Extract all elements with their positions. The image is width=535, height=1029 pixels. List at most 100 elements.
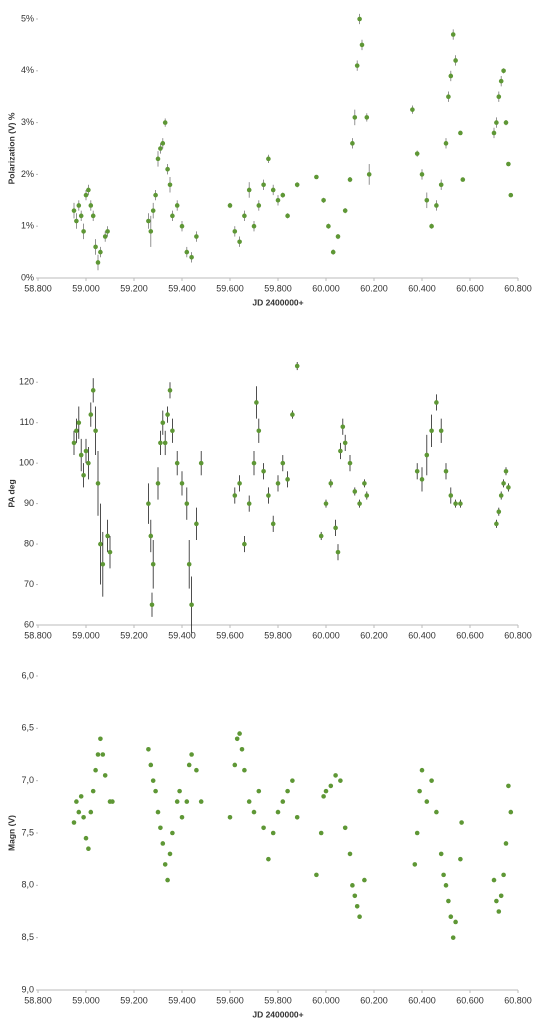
data-point [270, 187, 276, 193]
data-point [150, 562, 156, 567]
data-point [83, 448, 89, 454]
data-point [74, 799, 79, 804]
data-point [458, 856, 463, 862]
data-point [270, 830, 276, 836]
data-point [160, 141, 166, 146]
data-point [165, 877, 170, 883]
data-point [189, 752, 194, 757]
data-point [186, 562, 192, 567]
data-point [232, 762, 238, 768]
y-tick-label: 6,0 [21, 670, 34, 680]
data-point [350, 883, 355, 888]
data-point [76, 420, 82, 425]
data-point [328, 783, 334, 789]
x-tick-label: 59.800 [264, 995, 292, 1005]
data-point [155, 809, 161, 815]
data-point [414, 151, 420, 156]
data-point [506, 485, 511, 490]
data-point [459, 820, 464, 825]
data-point [321, 794, 326, 799]
y-tick-label: 80 [24, 538, 34, 548]
data-point [458, 501, 463, 506]
data-point [95, 481, 101, 486]
data-point [189, 254, 194, 260]
data-point [98, 736, 103, 742]
data-point [318, 830, 324, 836]
data-point [242, 541, 247, 547]
data-point [153, 788, 158, 794]
data-point [364, 115, 370, 120]
x-tick-label: 60.800 [504, 283, 532, 293]
data-point [491, 877, 497, 883]
data-point [76, 809, 82, 815]
data-point [86, 187, 91, 193]
data-point [448, 493, 454, 498]
data-point [352, 115, 358, 120]
data-point [179, 481, 185, 486]
y-tick-label: 8,0 [21, 880, 34, 890]
data-point [95, 752, 101, 757]
data-point [498, 78, 504, 84]
data-point [184, 501, 190, 506]
x-axis-title: JD 2400000+ [252, 297, 303, 307]
data-point [275, 809, 281, 815]
data-point [165, 166, 170, 172]
data-point [503, 841, 509, 846]
data-point [450, 32, 456, 37]
x-tick-label: 59.600 [216, 283, 244, 293]
data-point [74, 218, 79, 224]
data-point [417, 788, 422, 794]
data-point [78, 794, 84, 799]
x-tick-label: 59.800 [264, 283, 292, 293]
data-point [198, 460, 204, 466]
x-tick-label: 59.600 [216, 630, 244, 640]
data-point [294, 182, 300, 188]
y-tick-label: 90 [24, 498, 34, 508]
data-point [146, 746, 151, 752]
data-point [438, 182, 444, 188]
data-point [448, 914, 454, 920]
x-axis-title: JD 2400000+ [252, 1009, 303, 1019]
y-tick-label: 3% [21, 117, 34, 127]
data-point [347, 851, 353, 857]
data-point [90, 213, 96, 219]
data-point [318, 533, 324, 539]
data-point [443, 141, 449, 146]
data-point [174, 203, 180, 208]
data-point [184, 799, 190, 804]
data-point [441, 872, 446, 878]
data-point [354, 903, 360, 909]
data-point [270, 521, 276, 527]
data-point [148, 762, 154, 768]
x-tick-label: 59.000 [72, 995, 100, 1005]
data-point [71, 440, 77, 446]
data-point [275, 481, 281, 486]
x-tick-label: 60.200 [360, 995, 388, 1005]
data-point [359, 42, 365, 48]
x-tick-label: 59.400 [168, 283, 196, 293]
data-point [290, 412, 295, 417]
data-point [338, 778, 343, 783]
x-tick-label: 58.800 [24, 630, 52, 640]
data-point [280, 192, 286, 198]
data-point [227, 815, 233, 820]
data-point [419, 172, 425, 177]
data-point [357, 16, 362, 22]
data-point [333, 773, 338, 778]
data-point [338, 448, 343, 454]
data-point [290, 778, 295, 783]
y-tick-label: 0% [21, 272, 34, 282]
data-point [90, 788, 96, 794]
y-tick-label: 9,0 [21, 984, 34, 994]
data-point [501, 481, 506, 486]
y-tick-label: 7,5 [21, 827, 34, 837]
y-tick-label: 7,0 [21, 775, 34, 785]
x-tick-label: 58.800 [24, 283, 52, 293]
data-point [71, 820, 77, 825]
data-point [323, 788, 329, 794]
x-tick-label: 60.800 [504, 630, 532, 640]
data-point [294, 363, 300, 369]
data-point [237, 731, 242, 736]
data-point [323, 501, 329, 506]
data-point [93, 244, 98, 250]
